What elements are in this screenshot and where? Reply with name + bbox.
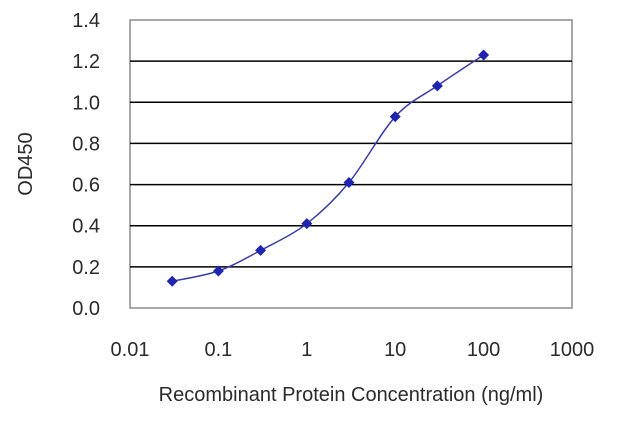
plot-area: [129, 19, 573, 309]
x-tick-label: 1000: [550, 339, 595, 361]
y-axis-title: OD450: [15, 132, 37, 195]
y-tick-label: 1.0: [72, 92, 100, 114]
data-points: [166, 49, 490, 287]
y-tick-label: 1.4: [72, 10, 100, 32]
y-tick-label: 0.4: [72, 216, 100, 238]
y-tick-label: 0.6: [72, 175, 100, 197]
x-tick-labels: 0.01 0.1 1 10 100 1000: [111, 339, 595, 361]
data-point: [212, 265, 224, 277]
y-tick-label: 0.2: [72, 257, 100, 279]
x-tick-label: 10: [384, 339, 406, 361]
x-tick-label: 0.01: [111, 339, 150, 361]
data-point: [255, 244, 267, 256]
data-point: [343, 177, 355, 189]
series-line: [172, 54, 485, 283]
x-tick-label: 100: [467, 339, 500, 361]
x-axis-title: Recombinant Protein Concentration (ng/ml…: [159, 384, 544, 406]
data-point: [431, 80, 443, 92]
y-tick-label: 1.2: [72, 51, 100, 73]
x-tick-label: 1: [301, 339, 312, 361]
x-tick-label: 0.1: [204, 339, 232, 361]
y-tick-label: 0.0: [72, 298, 100, 320]
y-tick-labels: 0.0 0.2 0.4 0.6 0.8 1.0 1.2 1.4: [72, 10, 100, 320]
data-point: [166, 275, 178, 287]
data-point: [389, 111, 401, 123]
data-point: [478, 49, 490, 61]
y-tick-label: 0.8: [72, 133, 100, 155]
data-point: [301, 218, 313, 230]
